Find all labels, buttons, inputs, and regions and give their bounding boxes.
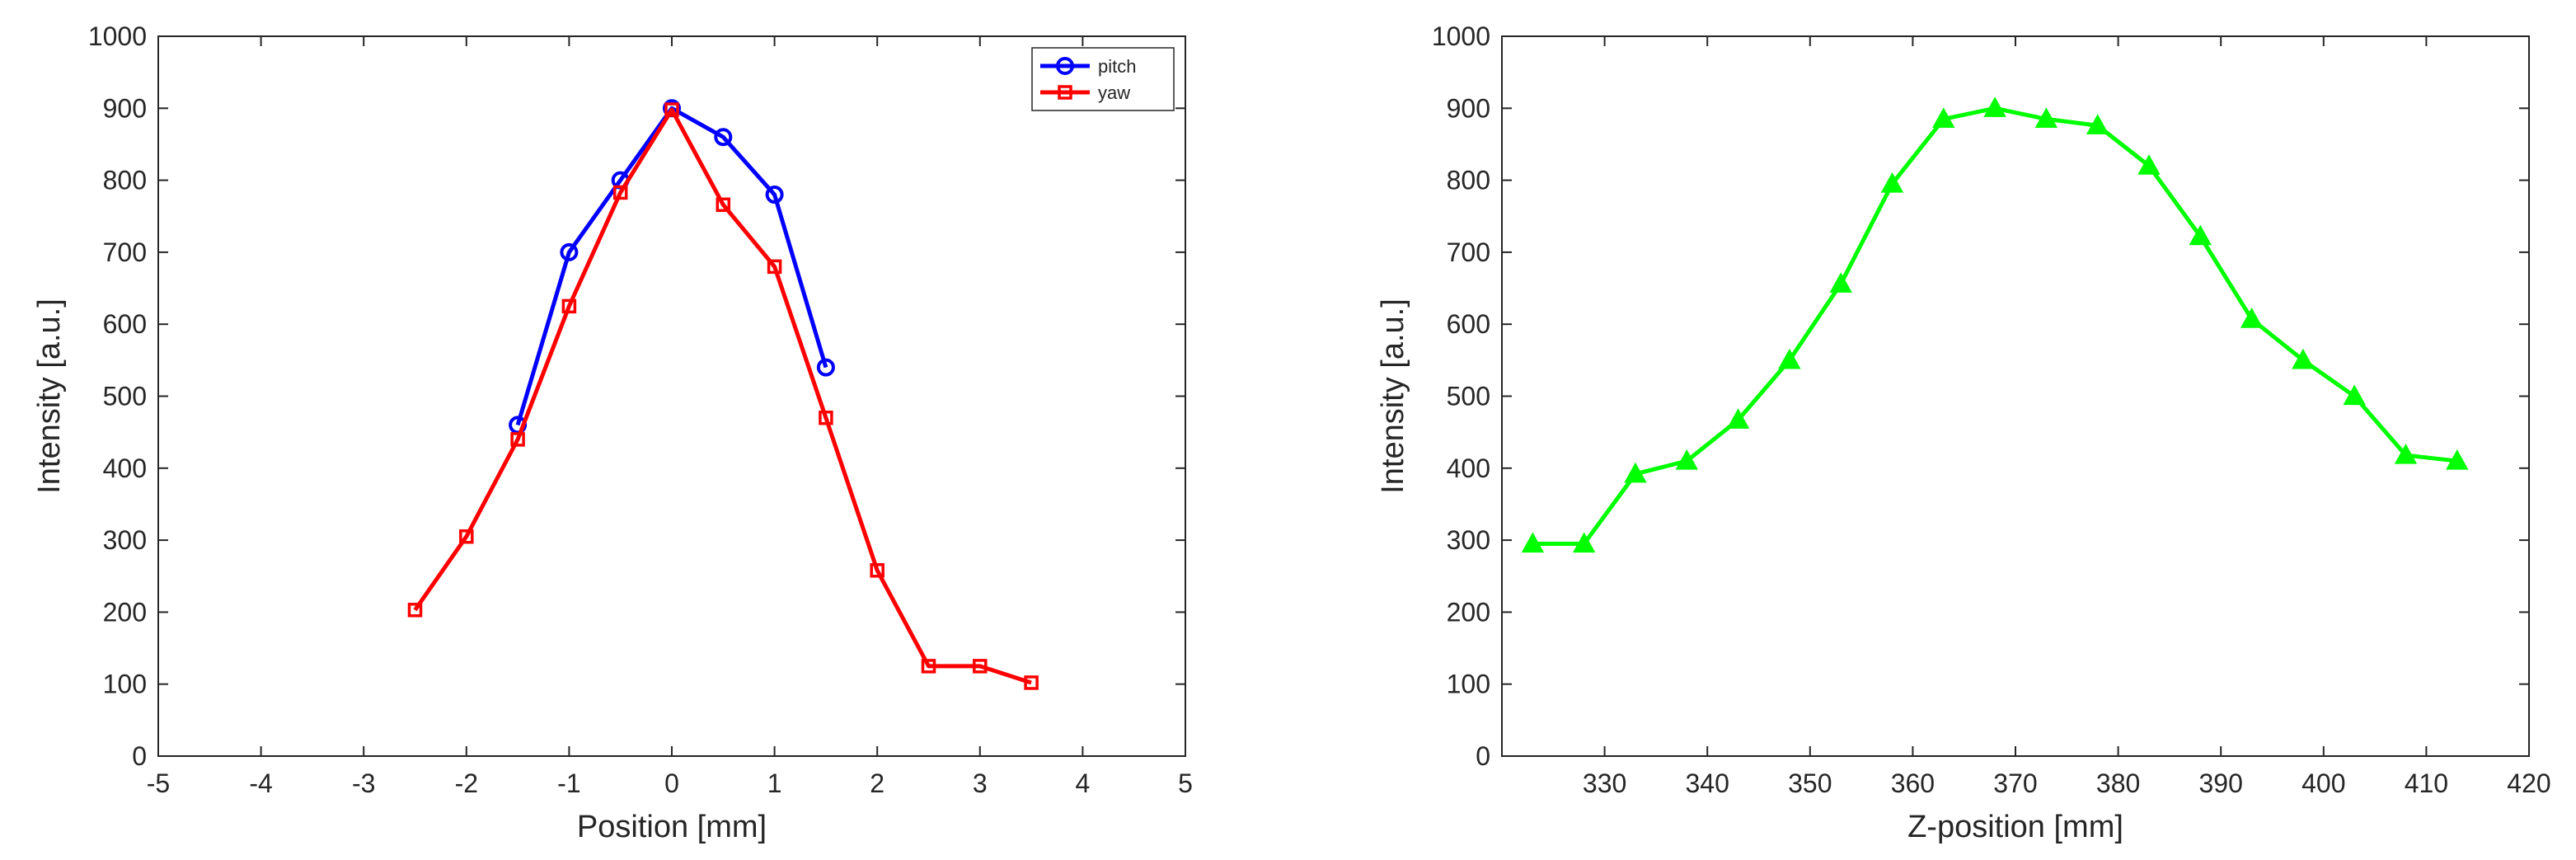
series-yaw	[407, 102, 1039, 690]
data-point-triangle	[2086, 114, 2109, 134]
y-tick-label: 800	[103, 166, 147, 195]
x-tick-label: 400	[2302, 768, 2345, 798]
data-point-triangle	[1521, 532, 1545, 553]
data-point-triangle	[1726, 408, 1750, 429]
series-line-1	[1521, 96, 2469, 553]
y-tick-label: 700	[103, 237, 147, 267]
data-point-square	[407, 603, 423, 618]
data-point-triangle	[1778, 348, 1801, 369]
x-tick-label: 330	[1583, 768, 1626, 798]
data-point-triangle	[1675, 449, 1698, 470]
x-tick-label: 350	[1788, 768, 1832, 798]
x-tick-label: -5	[147, 768, 170, 798]
y-axis-label: Intensity [a.u.]	[32, 298, 67, 494]
data-point-square	[664, 102, 679, 117]
x-tick-label: 370	[1993, 768, 2037, 798]
data-point-triangle	[1829, 272, 1852, 293]
y-tick-label: 400	[1447, 453, 1490, 483]
x-tick-label: 4	[1076, 768, 1091, 798]
series-line	[1532, 106, 2458, 546]
data-point-circle	[1056, 57, 1074, 75]
plot-area-frame	[157, 35, 1186, 757]
x-axis-label: Z-position [mm]	[1907, 810, 2123, 844]
data-point-square	[870, 563, 884, 578]
y-tick-label: 500	[103, 382, 147, 411]
x-tick-label: 420	[2507, 768, 2550, 798]
y-tick-label: 400	[103, 453, 147, 483]
y-tick-label: 300	[103, 525, 147, 555]
y-tick-label: 300	[1447, 525, 1490, 555]
y-tick-label: 600	[103, 309, 147, 339]
data-point-circle	[714, 128, 733, 147]
y-tick-label: 200	[1447, 597, 1490, 627]
data-point-triangle	[2343, 384, 2366, 406]
x-tick-label: -1	[557, 768, 580, 798]
legend-box	[1031, 47, 1175, 111]
data-point-square	[1024, 675, 1039, 690]
series-pitch	[509, 99, 835, 435]
data-point-square	[921, 659, 936, 674]
data-point-triangle	[1880, 172, 1904, 193]
data-point-triangle	[1624, 462, 1647, 483]
y-tick-label: 800	[1447, 166, 1490, 195]
data-point-triangle	[2446, 449, 2469, 470]
legend-entry-pitch: pitch	[1098, 56, 1136, 77]
y-tick-label: 1000	[1432, 21, 1490, 51]
x-tick-label: -2	[455, 768, 478, 798]
data-point-square	[612, 185, 628, 200]
data-point-square	[973, 659, 988, 674]
y-tick-label: 700	[1447, 237, 1490, 267]
data-point-triangle	[2292, 348, 2315, 369]
y-tick-label: 100	[103, 670, 147, 699]
data-point-square	[510, 432, 525, 447]
y-tick-label: 0	[132, 741, 147, 771]
data-point-circle	[560, 242, 579, 261]
x-tick-label: 380	[2096, 768, 2140, 798]
legend-entry-yaw: yaw	[1098, 82, 1130, 103]
x-tick-label: -4	[249, 768, 272, 798]
x-tick-label: 340	[1686, 768, 1729, 798]
y-tick-label: 500	[1447, 382, 1490, 411]
y-tick-label: 900	[1447, 93, 1490, 123]
chart-2: 330 340 350 360 370 380 390 400 410 420 0 100 200 300…	[1376, 21, 2551, 844]
x-axis-label: Position [mm]	[577, 810, 767, 844]
series-line	[413, 107, 1032, 685]
data-point-circle	[765, 186, 784, 204]
chart-1: -5 -4 -3 -2 -1 0 1 2 3 4 5 0 100 200 300 400 500 600 700 80…	[32, 21, 1193, 844]
y-tick-label: 0	[1476, 741, 1490, 771]
data-point-triangle	[2240, 308, 2264, 328]
data-point-triangle	[1572, 532, 1596, 553]
x-tick-label: 410	[2405, 768, 2448, 798]
data-point-triangle	[2189, 224, 2212, 246]
y-axis-label: Intensity [a.u.]	[1376, 298, 1410, 494]
x-tick-label: 1	[767, 768, 782, 798]
data-point-square	[819, 410, 833, 425]
data-point-square	[1058, 85, 1072, 100]
x-tick-label: 390	[2199, 768, 2243, 798]
x-tick-label: 5	[1178, 768, 1193, 798]
data-point-triangle	[2137, 154, 2161, 175]
legend: pitch yaw	[1031, 47, 1175, 111]
data-point-square	[767, 259, 782, 275]
y-tick-label: 100	[1447, 670, 1490, 699]
x-tick-label: 0	[664, 768, 679, 798]
y-tick-label: 200	[103, 597, 147, 627]
data-point-triangle	[1932, 107, 1955, 128]
x-tick-label: 2	[870, 768, 884, 798]
data-point-square	[561, 298, 577, 314]
data-point-triangle	[2034, 107, 2058, 128]
x-tick-label: 360	[1891, 768, 1935, 798]
y-tick-label: 900	[103, 93, 147, 123]
x-tick-label: 3	[973, 768, 988, 798]
y-tick-label: 600	[1447, 309, 1490, 339]
data-point-triangle	[2394, 444, 2418, 464]
data-point-square	[459, 529, 474, 544]
y-tick-label: 1000	[88, 21, 147, 51]
data-point-triangle	[1983, 96, 2006, 117]
x-tick-label: -3	[352, 768, 375, 798]
data-point-square	[716, 197, 731, 213]
plot-area-frame	[1501, 35, 2530, 757]
data-point-circle	[816, 358, 835, 377]
